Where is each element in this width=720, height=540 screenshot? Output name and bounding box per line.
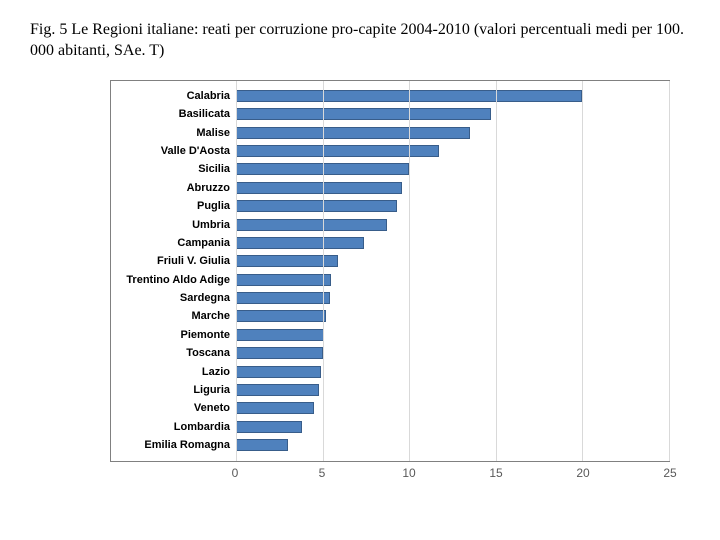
category-label: Valle D'Aosta bbox=[161, 145, 230, 157]
bar bbox=[236, 182, 402, 194]
bar bbox=[236, 108, 491, 120]
bar-row: Emilia Romagna bbox=[236, 438, 669, 452]
x-tick-label: 20 bbox=[576, 466, 589, 480]
bar-row: Friuli V. Giulia bbox=[236, 254, 669, 268]
bar-row: Veneto bbox=[236, 401, 669, 415]
bar-row: Umbria bbox=[236, 218, 669, 232]
bar-row: Malise bbox=[236, 126, 669, 140]
category-label: Puglia bbox=[197, 200, 230, 212]
x-tick-label: 5 bbox=[319, 466, 326, 480]
bar bbox=[236, 421, 302, 433]
category-label: Piemonte bbox=[180, 329, 230, 341]
bar bbox=[236, 402, 314, 414]
grid-line bbox=[236, 81, 237, 461]
bar-row: Sardegna bbox=[236, 291, 669, 305]
category-label: Marche bbox=[191, 310, 230, 322]
bar-row: Basilicata bbox=[236, 107, 669, 121]
x-axis: 0510152025 bbox=[235, 462, 670, 484]
grid-line bbox=[323, 81, 324, 461]
category-label: Sicilia bbox=[198, 163, 230, 175]
category-label: Lazio bbox=[202, 366, 230, 378]
bar-row: Toscana bbox=[236, 346, 669, 360]
category-label: Basilicata bbox=[179, 108, 230, 120]
bar-row: Lazio bbox=[236, 365, 669, 379]
x-tick-label: 0 bbox=[232, 466, 239, 480]
x-tick-label: 15 bbox=[489, 466, 502, 480]
bar-row: Liguria bbox=[236, 383, 669, 397]
bar bbox=[236, 310, 326, 322]
category-label: Campania bbox=[177, 237, 230, 249]
grid-line bbox=[496, 81, 497, 461]
category-label: Veneto bbox=[194, 402, 230, 414]
bar-row: Campania bbox=[236, 236, 669, 250]
category-label: Calabria bbox=[187, 90, 230, 102]
bar bbox=[236, 329, 324, 341]
x-tick-label: 25 bbox=[663, 466, 676, 480]
bar-chart: Calabria Basilicata Malise Valle D'Aosta Sic… bbox=[110, 80, 670, 462]
bar-row: Valle D'Aosta bbox=[236, 144, 669, 158]
bar bbox=[236, 200, 397, 212]
bar bbox=[236, 237, 364, 249]
bar-row: Marche bbox=[236, 309, 669, 323]
x-tick-label: 10 bbox=[402, 466, 415, 480]
plot-area: Calabria Basilicata Malise Valle D'Aosta Sic… bbox=[236, 87, 669, 455]
bar bbox=[236, 439, 288, 451]
bar bbox=[236, 347, 323, 359]
bar bbox=[236, 366, 321, 378]
category-label: Umbria bbox=[192, 219, 230, 231]
chart-container: Calabria Basilicata Malise Valle D'Aosta Sic… bbox=[110, 80, 670, 484]
category-label: Lombardia bbox=[174, 421, 230, 433]
grid-line bbox=[669, 81, 670, 461]
bar-row: Puglia bbox=[236, 199, 669, 213]
bar-row: Calabria bbox=[236, 89, 669, 103]
bar bbox=[236, 219, 387, 231]
bar-row: Abruzzo bbox=[236, 181, 669, 195]
category-label: Sardegna bbox=[180, 292, 230, 304]
category-label: Liguria bbox=[193, 384, 230, 396]
bar bbox=[236, 127, 470, 139]
category-label: Malise bbox=[196, 127, 230, 139]
category-label: Abruzzo bbox=[187, 182, 230, 194]
bar-row: Piemonte bbox=[236, 328, 669, 342]
bar bbox=[236, 292, 330, 304]
category-label: Trentino Aldo Adige bbox=[126, 274, 230, 286]
bar bbox=[236, 274, 331, 286]
bar-row: Trentino Aldo Adige bbox=[236, 273, 669, 287]
bars-group: Calabria Basilicata Malise Valle D'Aosta Sic… bbox=[236, 87, 669, 455]
grid-line bbox=[409, 81, 410, 461]
bar bbox=[236, 384, 319, 396]
category-label: Emilia Romagna bbox=[144, 439, 230, 451]
bar-row: Lombardia bbox=[236, 420, 669, 434]
figure-caption: Fig. 5 Le Regioni italiane: reati per co… bbox=[30, 20, 690, 62]
category-label: Friuli V. Giulia bbox=[157, 255, 230, 267]
grid-line bbox=[582, 81, 583, 461]
bar-row: Sicilia bbox=[236, 162, 669, 176]
category-label: Toscana bbox=[186, 347, 230, 359]
